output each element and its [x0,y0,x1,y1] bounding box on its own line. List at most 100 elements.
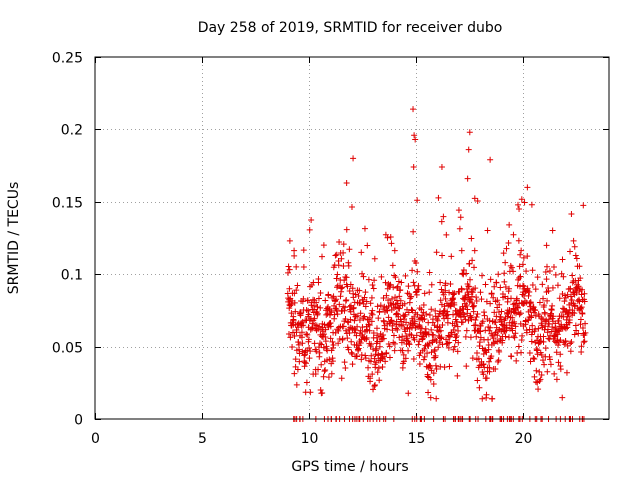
data-point [340,323,347,330]
data-point [575,330,582,337]
data-point [559,394,566,401]
data-point [322,367,329,374]
data-point [459,319,466,326]
data-point [549,284,556,291]
data-point [335,327,342,334]
data-point [454,372,461,379]
data-point [314,310,321,317]
data-point [292,308,299,315]
data-point [571,302,578,309]
data-point [462,316,469,323]
data-point [314,303,321,310]
data-point [390,332,397,339]
data-point [410,228,417,235]
data-point [381,353,388,360]
data-point [474,377,481,384]
data-point [508,353,515,360]
data-point [329,358,336,365]
data-point [301,352,308,359]
data-point [424,350,431,357]
data-point [389,320,396,327]
data-point [360,273,367,280]
data-point [442,295,449,302]
data-point [292,356,299,363]
data-point [433,395,440,402]
data-point [571,310,578,317]
data-point [455,207,462,214]
data-point [369,371,376,378]
data-point [376,343,383,350]
data-point [564,324,571,331]
data-point [291,299,298,306]
data-point [576,263,583,270]
data-point [438,164,445,171]
data-point [416,360,423,367]
axis-ticks: 0 5 10 15 20 0 0.05 0.1 0.15 0.2 0.25 [52,51,609,447]
data-point [480,371,487,378]
data-point [487,300,494,307]
data-point [498,318,505,325]
x-axis-label: GPS time / hours [291,459,408,475]
data-point [379,363,386,370]
data-point [431,346,438,353]
data-point [285,269,292,276]
data-point [304,297,311,304]
data-point [364,326,371,333]
data-point [492,319,499,326]
data-point [315,366,322,373]
data-point [399,347,406,354]
data-point [362,355,369,362]
data-point [438,218,445,225]
data-point [466,129,473,136]
data-point [496,348,503,355]
data-point [385,314,392,321]
data-point [494,297,501,304]
data-point [291,333,298,340]
data-point [503,245,510,252]
data-point [376,308,383,315]
y-tick-label: 0.25 [52,51,83,67]
data-point [326,356,333,363]
data-point [524,253,531,260]
data-point [577,275,584,282]
data-point [582,320,589,327]
data-point [580,339,587,346]
data-point [437,297,444,304]
data-point [539,281,546,288]
data-point [358,356,365,363]
data-point [426,289,433,296]
x-tick-label: 0 [91,431,100,447]
data-point [541,302,548,309]
data-point [371,355,378,362]
data-point [428,281,435,288]
data-point [519,332,526,339]
data-point [530,355,537,362]
data-point [295,324,302,331]
data-point [529,322,536,329]
data-point [401,300,408,307]
data-point [573,327,580,334]
data-point [379,355,386,362]
data-point [474,198,481,205]
data-point [291,290,298,297]
data-point [291,247,298,254]
data-point [293,381,300,388]
data-point [553,376,560,383]
data-point [546,320,553,327]
data-point [345,346,352,353]
data-point [578,343,585,350]
data-point [568,338,575,345]
data-point [338,285,345,292]
data-point [524,184,531,191]
data-point [403,319,410,326]
data-point [450,346,457,353]
data-point [516,263,523,270]
data-point [328,309,335,316]
data-point [296,346,303,353]
data-point [298,334,305,341]
data-point [571,331,578,338]
data-point [475,355,482,362]
y-tick-label: 0.1 [61,268,83,284]
data-point [392,325,399,332]
